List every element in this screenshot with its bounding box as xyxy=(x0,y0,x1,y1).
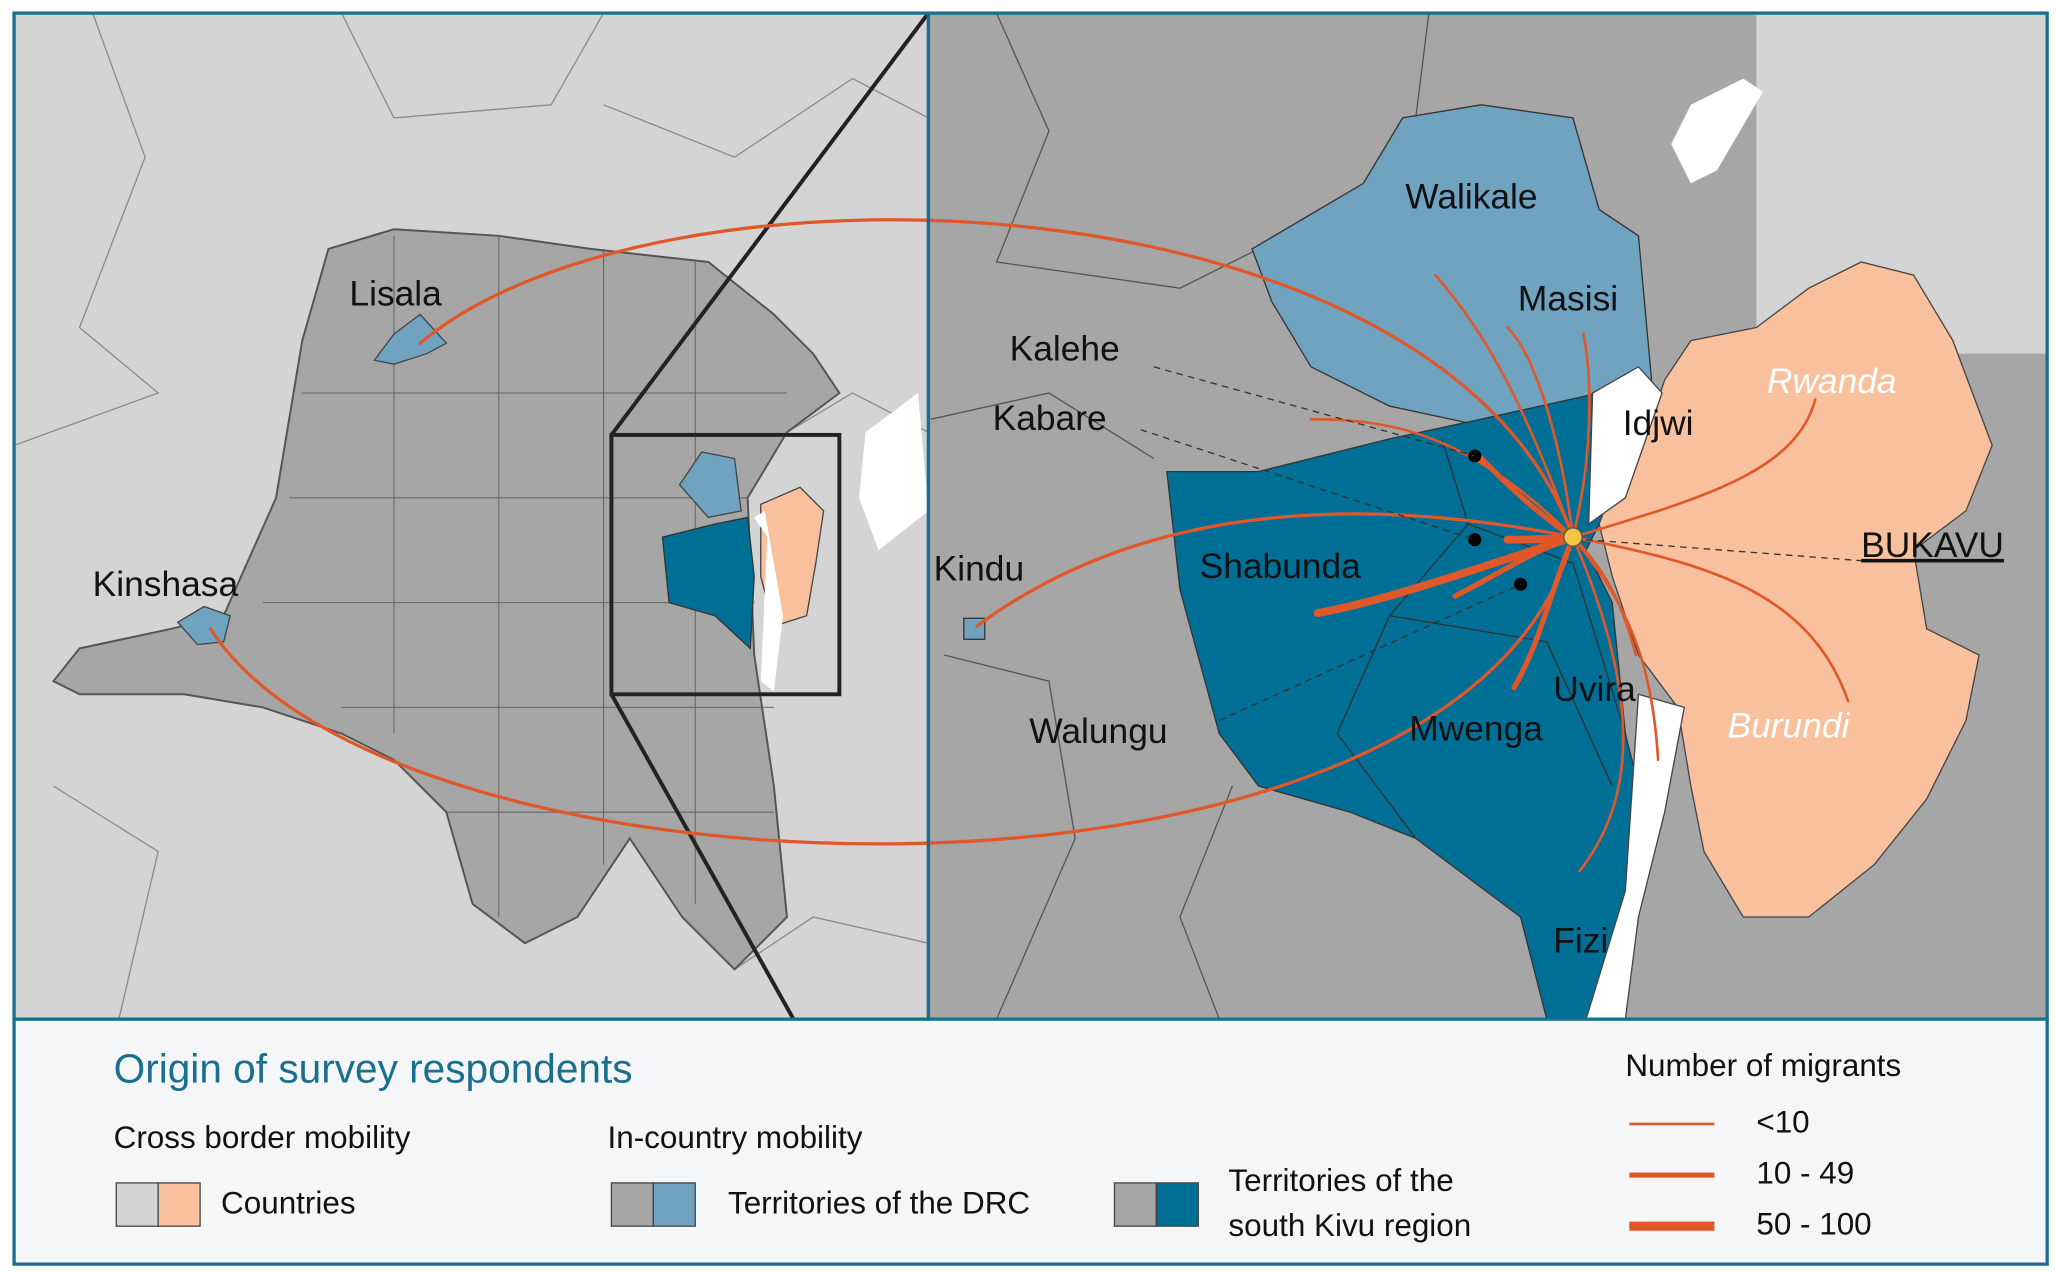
map-label: Kalehe xyxy=(1010,329,1120,368)
flow-class: <10 xyxy=(1756,1104,1809,1139)
legend-title: Origin of survey respondents xyxy=(114,1045,633,1091)
swatch-countries-gray xyxy=(115,1182,159,1227)
map-label: Kindu xyxy=(934,549,1024,588)
flow-kindu xyxy=(975,512,1575,628)
map-label: Kinshasa xyxy=(93,565,239,604)
map-label: Masisi xyxy=(1518,280,1618,319)
flow-small xyxy=(1309,273,1850,873)
swatch-drc-blue xyxy=(652,1182,696,1227)
legend-item: Territories of the DRC xyxy=(728,1185,1030,1220)
legend-heading: In-country mobility xyxy=(607,1120,862,1155)
map-label: Mwenga xyxy=(1409,709,1543,748)
flow-class: 10 - 49 xyxy=(1756,1155,1854,1190)
kinshasa-territory xyxy=(176,605,231,646)
country-label: Rwanda xyxy=(1767,362,1897,401)
lake-kivu xyxy=(1587,365,1663,526)
south-kivu-borders xyxy=(1336,438,1626,839)
inset-lakes xyxy=(754,510,784,692)
swatch-drc-gray xyxy=(610,1182,654,1227)
inset-south-kivu xyxy=(661,516,755,650)
swatch-kivu-teal xyxy=(1155,1182,1199,1227)
city-label: BUKAVU xyxy=(1861,526,2004,565)
inset-frame xyxy=(609,432,842,697)
lake-victoria xyxy=(859,392,929,551)
north-kivu-territories xyxy=(1251,104,1653,433)
flow-kinshasa xyxy=(208,535,1575,846)
swatch-countries-peach xyxy=(157,1182,201,1227)
map-label: Lisala xyxy=(349,274,442,313)
swatch-kivu-gray xyxy=(1113,1182,1158,1227)
map-label: Kabare xyxy=(993,399,1107,438)
map-label: Fizi xyxy=(1553,922,1608,961)
left-borders xyxy=(13,12,929,1020)
lake-tanganyika xyxy=(1585,693,1686,1020)
legend-heading: Cross border mobility xyxy=(114,1120,411,1155)
map-label: Walungu xyxy=(1029,712,1167,751)
map-label: Uvira xyxy=(1553,670,1636,709)
right-borders xyxy=(930,12,1430,1020)
legend-item: Territories of the xyxy=(1228,1163,1453,1198)
country-label: Burundi xyxy=(1728,707,1851,746)
lake-edward xyxy=(1671,78,1763,184)
flow-legend-title: Number of migrants xyxy=(1625,1048,1901,1083)
legend-item: Countries xyxy=(221,1185,355,1220)
rwanda-burundi xyxy=(1598,261,1993,918)
flow-lisala xyxy=(418,218,1575,539)
map-label: Walikale xyxy=(1405,177,1537,216)
legend-item: south Kivu region xyxy=(1228,1208,1471,1243)
lisala-territory xyxy=(373,313,448,365)
map-label: Idjwi xyxy=(1623,404,1694,443)
flow-class: 50 - 100 xyxy=(1756,1206,1871,1241)
inset-north-kivu xyxy=(678,451,742,519)
flows xyxy=(208,218,1850,873)
map-label: Shabunda xyxy=(1200,547,1362,586)
bukavu-marker xyxy=(1563,527,1583,547)
leader-lines xyxy=(1140,366,1862,722)
